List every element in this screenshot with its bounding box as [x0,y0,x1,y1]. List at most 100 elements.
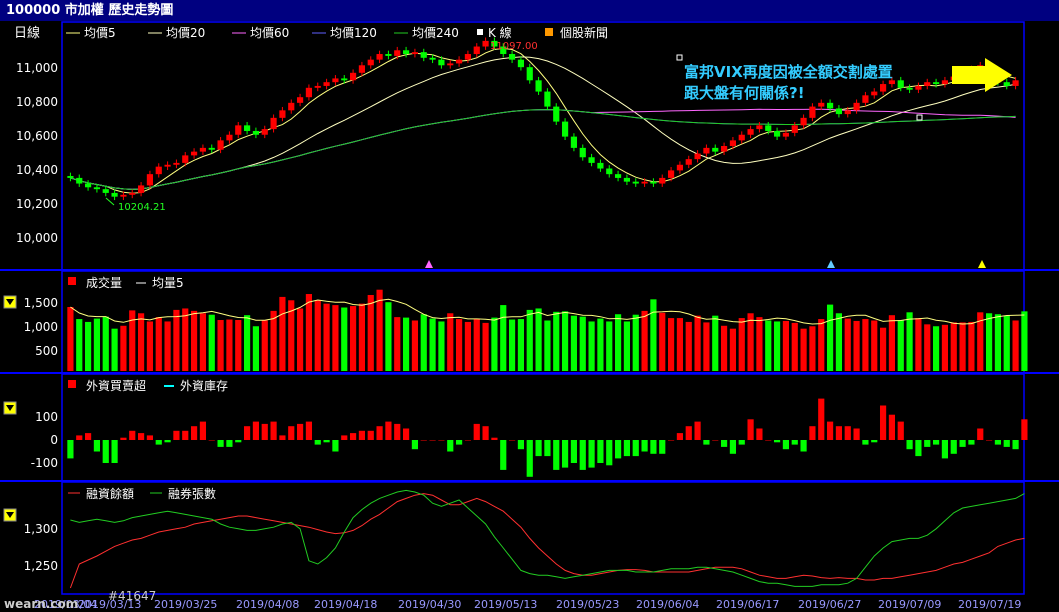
candle-body [473,46,480,55]
foreign-net-bar [791,440,798,445]
volume-bar [623,321,631,371]
volume-bar [190,310,198,371]
legend-volume: 成交量 [86,275,122,290]
volume-bar [270,310,277,371]
legend-margin: 融資餘額 [86,486,134,501]
foreign-net-bar [76,435,83,440]
volume-bar [155,317,162,371]
candle-body [323,82,330,86]
price-tick: 10,200 [16,197,58,211]
foreign-tick: -100 [31,456,58,470]
candle-body [650,181,657,184]
candle-body [76,177,83,184]
volume-bar [305,294,313,371]
volume-bar [385,302,392,371]
candle-body [871,91,878,96]
legend-ma60: 均價60 [250,26,289,40]
volume-bar [367,294,374,371]
candle-body [376,54,383,60]
volume-tick: 1,000 [24,320,58,334]
news-headline-1[interactable]: 富邦VIX再度因被全額交割處置 [684,63,893,81]
foreign-net-bar [323,440,330,443]
volume-bar [818,319,825,371]
window-title: 100000 市加權 歷史走勢圖 [0,0,1059,21]
candle-body [906,87,913,90]
volume-bar [597,318,604,371]
volume-bar [729,328,737,371]
candle-body [208,147,215,150]
foreign-net-bar [897,421,904,440]
candle-body [420,52,427,58]
foreign-net-bar [694,421,701,440]
legend-news[interactable]: 個股新聞 [560,25,608,40]
volume-bar [447,313,454,371]
volume-bar [323,303,330,371]
price-tick: 10,400 [16,163,58,177]
foreign-net-bar [199,421,207,440]
candle-body [517,59,525,68]
volume-bar [349,306,357,371]
low-label: 10204.21 [118,202,166,213]
foreign-net-bar [561,440,569,468]
candle-body [500,46,507,55]
x-axis-label: 2019/07/09 [878,598,941,611]
candle-body [288,102,295,111]
candle-body [800,117,807,126]
foreign-net-bar [473,423,480,440]
foreign-net-bar [376,426,383,440]
foreign-net-bar [429,440,436,441]
volume-bar [376,289,383,371]
foreign-net-bar [729,440,737,454]
event-marker-icon[interactable] [978,260,986,268]
volume-bar [579,316,586,371]
candle-body [765,125,772,131]
volume-bar [915,318,922,371]
candle-body [341,78,348,81]
event-marker-icon[interactable] [425,260,433,268]
volume-bar [844,318,851,371]
volume-bar [659,312,666,371]
volume-bar [879,327,887,371]
foreign-net-bar [491,437,498,440]
volume-bar [394,317,401,371]
foreign-net-bar [243,426,251,440]
volume-bar [199,313,207,371]
volume-bar [897,320,904,371]
candle-body [676,164,684,171]
foreign-net-bar [994,440,1002,445]
foreign-net-bar [888,414,896,440]
event-marker-icon[interactable] [827,260,835,268]
foreign-net-bar [1003,440,1010,447]
volume-bar [226,319,233,371]
x-axis-label: 2019/04/18 [314,598,377,611]
volume-bar [535,308,542,371]
candle-body [685,159,692,165]
candle-body [853,102,860,111]
foreign-net-bar [137,433,145,440]
volume-bar [791,322,798,371]
candle-body [455,59,463,64]
volume-bar [871,320,878,371]
foreign-net-bar [818,398,825,440]
foreign-net-bar [508,440,516,441]
volume-bar [606,321,613,371]
candle-body [367,59,374,66]
foreign-net-bar [853,428,860,440]
candle-body [632,181,639,184]
volume-bar [676,318,684,371]
foreign-net-bar [341,435,348,440]
candle-body [243,125,251,131]
foreign-net-bar [517,440,525,450]
candle-body [102,189,109,193]
foreign-net-bar [579,440,586,470]
volume-bar [641,310,648,371]
candle-body [411,52,419,55]
candle-body [941,80,949,85]
candle-body [182,155,189,163]
volume-bar [747,313,754,371]
volume-bar [429,318,436,371]
foreign-net-bar [720,440,728,447]
stock-chart: 日線 均價5 均價20 均價60 均價120 均價240 K 線 個股新聞 11… [0,21,1059,611]
news-headline-2[interactable]: 跟大盤有何關係?! [684,84,805,102]
volume-bar [685,321,692,371]
